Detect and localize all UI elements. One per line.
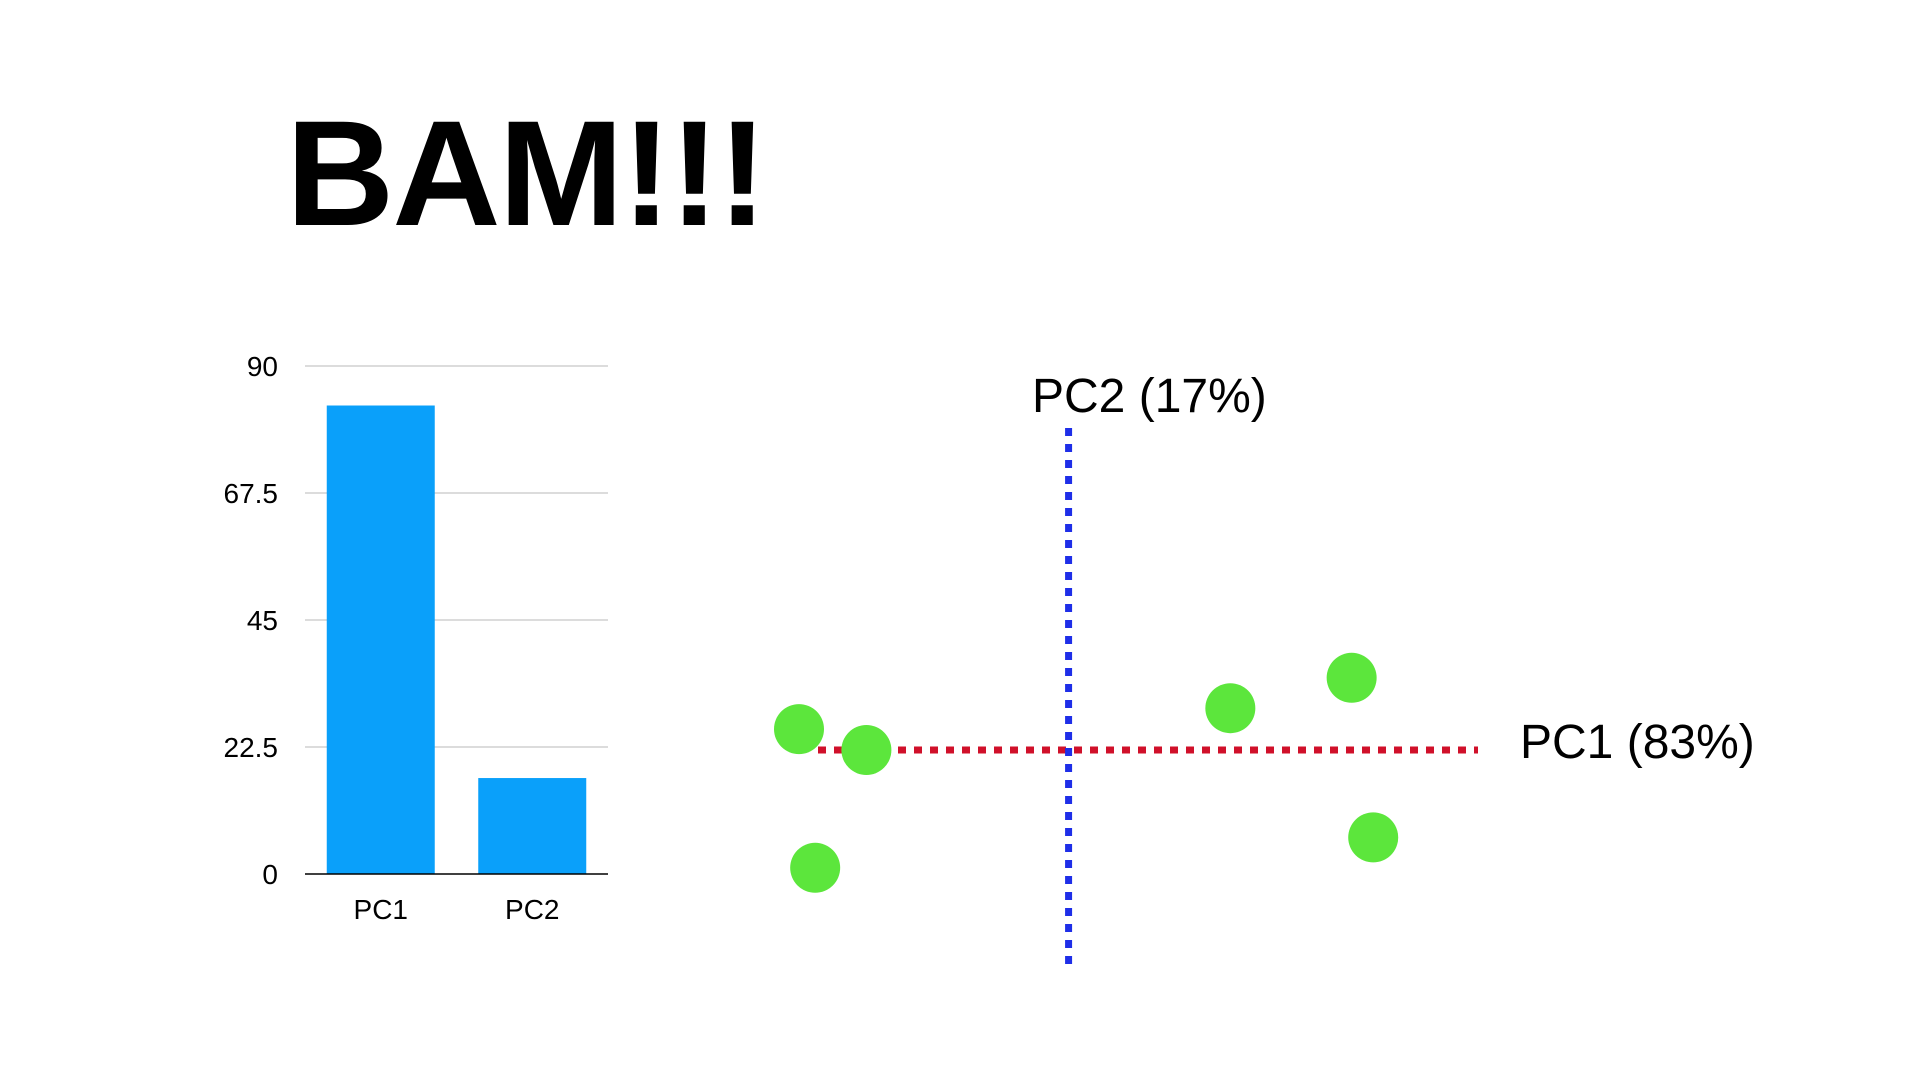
pc2-axis-label: PC2 (17%) bbox=[1032, 370, 1267, 423]
bar-pc2 bbox=[478, 778, 587, 874]
bar-x-tick-label: PC1 bbox=[354, 894, 408, 925]
scatter-point bbox=[774, 704, 824, 755]
bar-pc1 bbox=[326, 405, 435, 874]
bar-chart: 0 22.5 45 67.5 90 PC1 PC2 bbox=[224, 351, 608, 925]
pc1-axis-label: PC1 (83%) bbox=[1520, 716, 1755, 769]
bar-y-tick-label: 22.5 bbox=[224, 732, 279, 763]
bar-y-tick-label: 90 bbox=[247, 351, 278, 382]
bar-y-tick-label: 67.5 bbox=[224, 478, 279, 509]
bar-y-tick-label: 45 bbox=[247, 605, 278, 636]
bar-y-tick-label: 0 bbox=[262, 859, 278, 890]
headline: BAM!!! bbox=[286, 89, 767, 257]
scatter-point bbox=[790, 842, 841, 893]
scatter-chart: PC2 (17%) PC1 (83%) bbox=[774, 370, 1755, 966]
scatter-point bbox=[841, 725, 892, 775]
scatter-point bbox=[1348, 812, 1399, 863]
scatter-point bbox=[1205, 683, 1256, 734]
scatter-point bbox=[1326, 652, 1377, 703]
bar-x-tick-label: PC2 bbox=[505, 894, 559, 925]
